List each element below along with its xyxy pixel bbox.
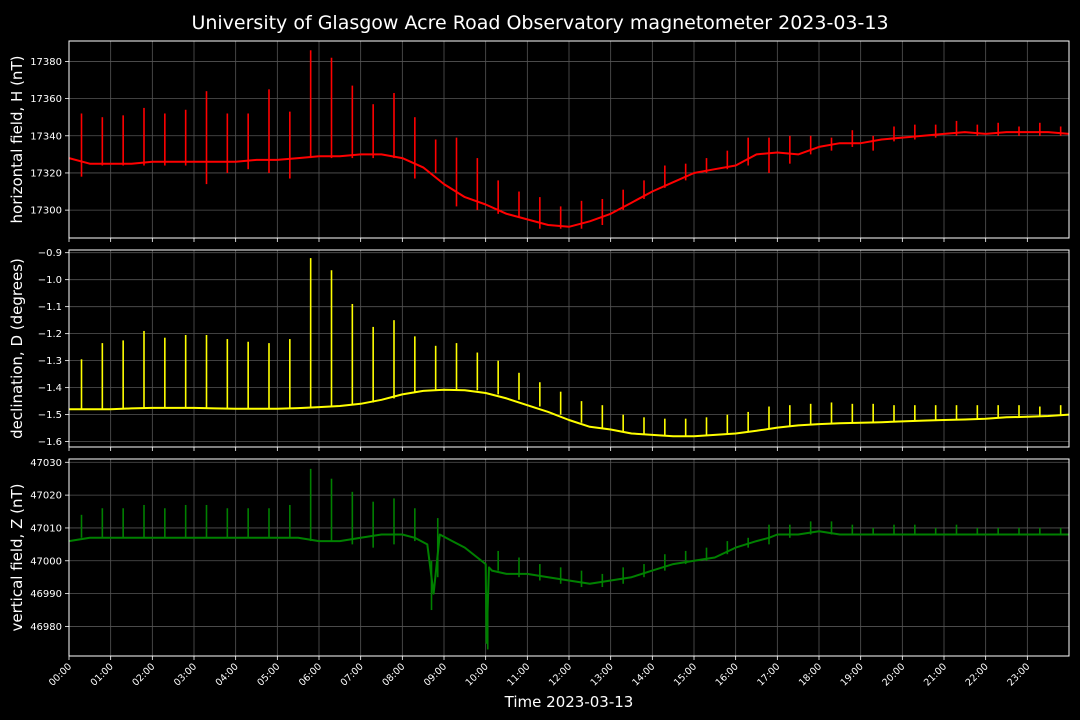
series-line-h bbox=[68, 131, 1070, 228]
panels: 17300 17320 17340 17360 17380 horizontal fiel… bbox=[8, 40, 1070, 688]
y-axis-label-z: vertical field, Z (nT) bbox=[8, 483, 26, 631]
figure-title: University of Glasgow Acre Road Observat… bbox=[191, 12, 888, 34]
axes-frame bbox=[68, 458, 1070, 657]
y-tick-label: 17300 bbox=[30, 206, 62, 217]
y-tick-label: 17380 bbox=[30, 57, 62, 68]
y-tick-label: −1.3 bbox=[38, 356, 62, 367]
y-tick-label: 46980 bbox=[30, 622, 62, 633]
y-tick-label: 46990 bbox=[30, 589, 62, 600]
y-tick-label: −1.5 bbox=[38, 410, 62, 421]
y-tick-label: 47030 bbox=[30, 458, 62, 469]
y-tick-label: 47000 bbox=[30, 556, 62, 567]
y-tick-label: −1.4 bbox=[38, 383, 62, 394]
series-line-d bbox=[69, 388, 1070, 438]
x-axis-label: Time 2023-03-13 bbox=[504, 693, 634, 711]
panel-h: 17300 17320 17340 17360 17380 horizontal fiel… bbox=[8, 40, 1070, 242]
y-tick-label: 17320 bbox=[30, 168, 62, 179]
y-tick-label: −1.2 bbox=[38, 329, 62, 340]
axes-frame bbox=[68, 249, 1070, 448]
y-tick-label: 17340 bbox=[30, 131, 62, 142]
axes-frame bbox=[68, 40, 1070, 239]
y-tick-label: 47020 bbox=[30, 491, 62, 502]
panel-d: −0.9 −1.0 −1.1 −1.2 −1.3 −1.4 −1.5 −1.6 declinat… bbox=[8, 248, 1070, 451]
y-tick-label: 17360 bbox=[30, 94, 62, 105]
y-tick-label: −1.1 bbox=[38, 302, 62, 313]
series-line-z bbox=[68, 530, 1069, 644]
y-tick-label: −0.9 bbox=[38, 248, 62, 259]
y-tick-label: −1.0 bbox=[38, 275, 62, 286]
y-axis-label-h: horizontal field, H (nT) bbox=[8, 56, 26, 224]
y-axis-label-d: declination, D (degrees) bbox=[8, 258, 26, 439]
panel-z: 46980 46990 47000 47010 47020 47030 vertical f… bbox=[8, 458, 1070, 660]
y-tick-label: −1.6 bbox=[38, 437, 62, 448]
y-tick-label: 47010 bbox=[30, 523, 62, 534]
